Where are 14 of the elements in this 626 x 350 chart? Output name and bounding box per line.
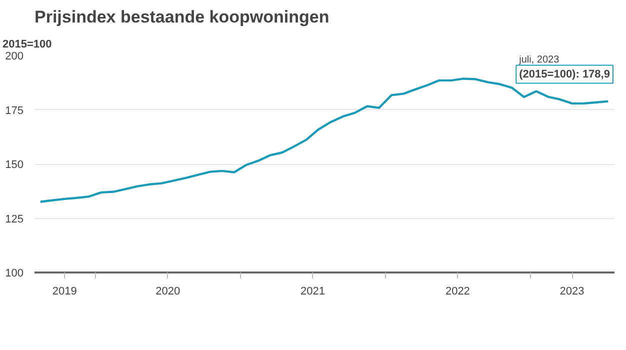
annotation: (2015=100): 178,9 [519, 68, 610, 80]
annotation: juli, 2023 [518, 54, 560, 66]
x-tick-label: 2022 [445, 286, 470, 298]
x-tick-label: 2020 [156, 286, 180, 298]
x-tick-label: 2023 [560, 286, 584, 298]
x-tick-label: 2019 [52, 286, 77, 298]
y-tick-label: 100 [5, 268, 24, 280]
y-tick-label: 175 [5, 104, 24, 117]
x-tick-label: 2021 [300, 286, 326, 298]
y-tick-label: 125 [5, 213, 24, 226]
y-axis-title: 2015=100 [2, 38, 52, 50]
chart-title: Prijsindex bestaande koopwoningen [34, 8, 330, 26]
y-tick-label: 150 [5, 159, 24, 171]
y-tick-label: 200 [5, 50, 24, 62]
